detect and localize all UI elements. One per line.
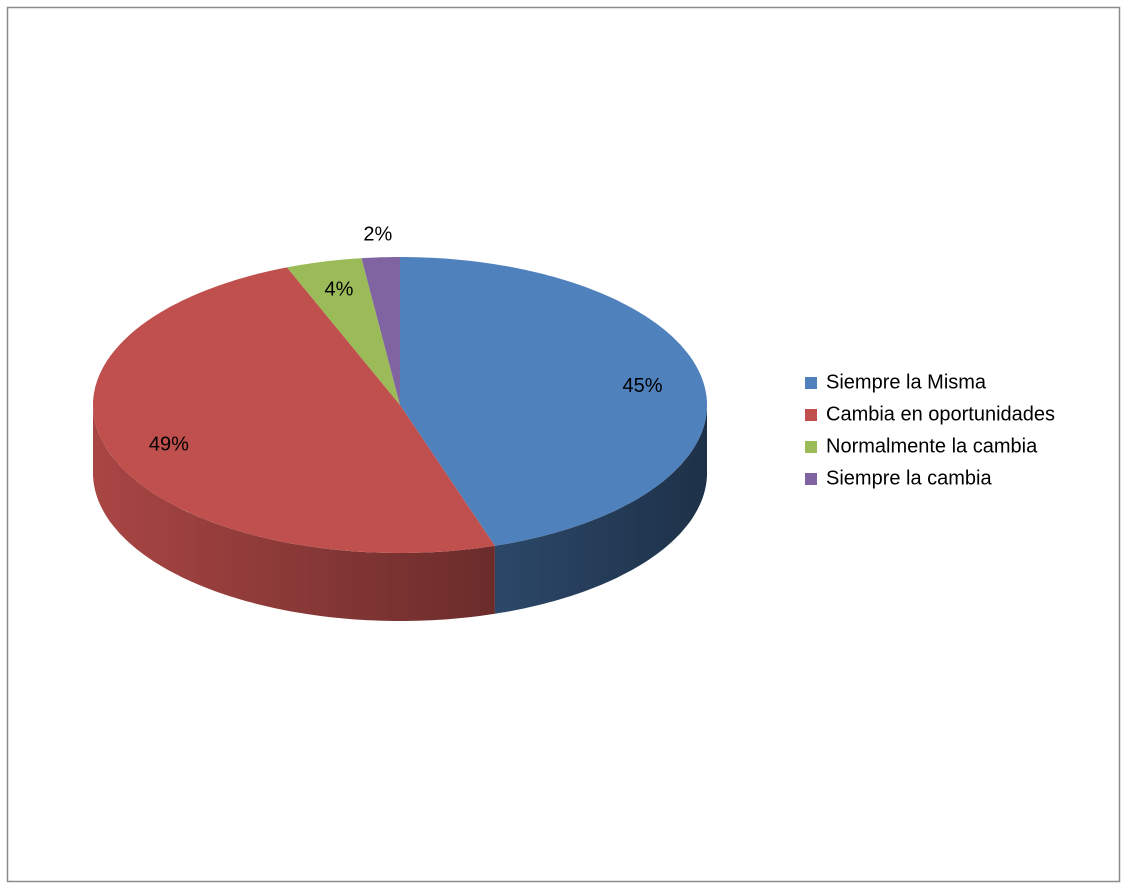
legend-label: Siempre la cambia — [826, 467, 993, 489]
pie-slice — [400, 257, 707, 546]
data-label: 45% — [623, 375, 663, 397]
legend-label: Siempre la Misma — [826, 371, 987, 393]
legend-swatch — [805, 377, 817, 389]
data-label: 49% — [149, 433, 189, 455]
pie-slice — [93, 267, 495, 553]
legend-swatch — [805, 473, 817, 485]
pie-slice — [287, 258, 400, 405]
data-label: 4% — [324, 279, 353, 301]
legend-swatch — [805, 409, 817, 421]
legend-label: Cambia en oportunidades — [826, 403, 1055, 425]
pie-side — [93, 405, 495, 621]
pie-side — [494, 405, 707, 614]
data-label: 2% — [363, 223, 392, 245]
pie-slice — [361, 257, 400, 405]
legend-label: Normalmente la cambia — [826, 435, 1038, 457]
legend-swatch — [805, 441, 817, 453]
